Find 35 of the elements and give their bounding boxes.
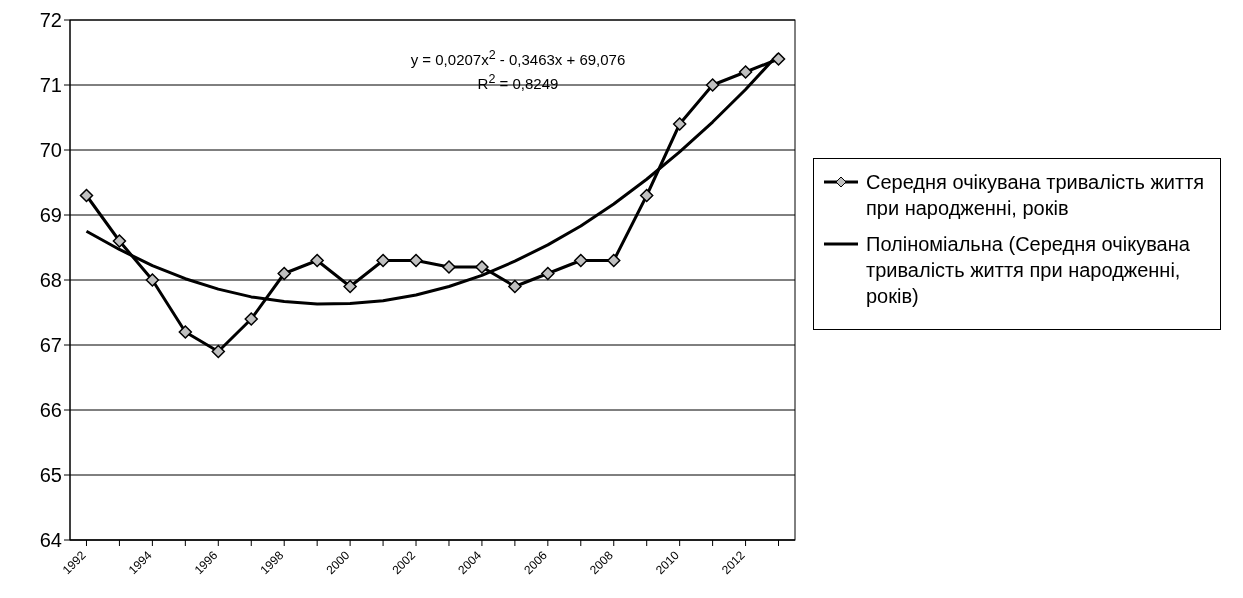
- point: [442, 260, 456, 274]
- point: [409, 253, 423, 268]
- point: [343, 279, 357, 294]
- point: [475, 260, 489, 274]
- point: [277, 266, 291, 281]
- annotation: R$^{2}$ = 0,8249: [476, 72, 560, 92]
- point: [508, 279, 522, 294]
- y-tick-label: 68: [39, 269, 62, 292]
- point: [376, 253, 390, 268]
- point: [211, 344, 226, 359]
- point: [145, 273, 160, 287]
- y-tick-label: 66: [39, 399, 62, 422]
- point: [738, 65, 753, 79]
- point: [607, 253, 621, 268]
- point: [672, 117, 687, 131]
- point: [112, 234, 127, 248]
- point: [705, 78, 720, 92]
- point: [771, 52, 786, 66]
- point: [244, 312, 258, 326]
- annotation: y = 0,0207x$^{2}$ - 0,3463x + 69,076: [409, 48, 627, 68]
- point: [79, 188, 94, 203]
- point: [639, 188, 654, 203]
- y-tick-label: 69: [39, 204, 62, 227]
- y-tick-label: 67: [39, 334, 62, 357]
- point: [541, 266, 555, 281]
- point: [574, 253, 588, 268]
- legend-label: Середня очікувана тривалість життя при народженні, років: [866, 170, 1206, 221]
- y-tick-label: 65: [39, 464, 62, 487]
- y-tick-label: 72: [39, 9, 62, 32]
- y-tick-label: 70: [39, 139, 62, 162]
- point: [178, 325, 193, 339]
- y-tick-label: 64: [39, 529, 62, 552]
- y-tick-label: 71: [39, 74, 62, 97]
- point: [310, 253, 324, 268]
- legend-label: Поліноміальна (Середня очікувана тривалість життя при народженні, років): [866, 232, 1191, 309]
